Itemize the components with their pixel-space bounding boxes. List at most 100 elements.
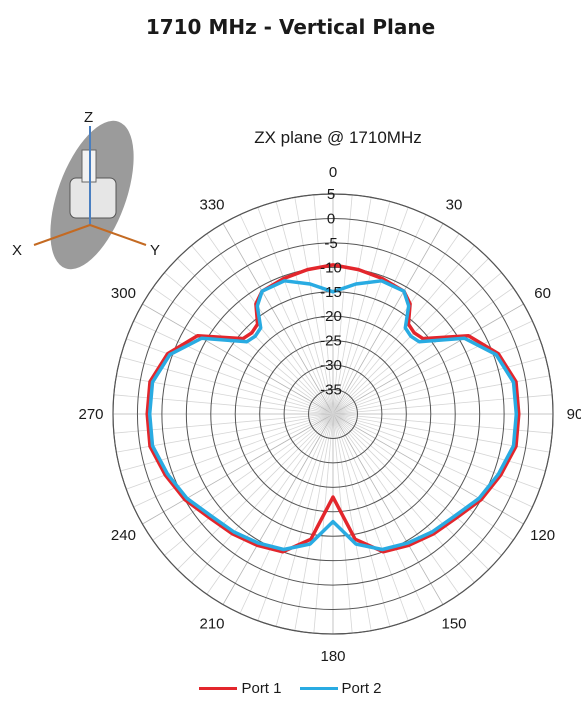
spoke-line xyxy=(275,201,334,415)
spoke-line xyxy=(332,413,409,621)
ring-2 xyxy=(161,242,505,586)
spoke-line xyxy=(332,272,502,415)
spoke-line xyxy=(257,413,334,621)
ring-0 xyxy=(112,193,554,635)
ring-5 xyxy=(234,315,432,513)
spoke-line xyxy=(332,413,475,583)
angle-tick-label: 120 xyxy=(530,527,555,544)
ring-3 xyxy=(185,266,481,562)
spoke-line xyxy=(126,338,334,415)
series-layer xyxy=(145,263,521,554)
spoke-line xyxy=(120,356,334,415)
series-line-1 xyxy=(145,263,521,554)
legend-swatch-port-2 xyxy=(299,687,338,690)
antenna-orientation-icon: Z X Y xyxy=(12,109,160,270)
radial-tick-label: -25 xyxy=(320,333,342,350)
angle-tick-label: 90 xyxy=(567,406,581,423)
spoke-line xyxy=(275,413,334,627)
spoke-line xyxy=(332,201,391,415)
spoke-line xyxy=(332,413,540,490)
spoke-line xyxy=(222,413,334,605)
spoke-line xyxy=(332,413,546,472)
spoke-line xyxy=(332,287,514,415)
spoke-line xyxy=(191,413,334,583)
inset-axis-y-label: Y xyxy=(150,242,160,259)
spoke-line xyxy=(332,223,444,415)
spoke-line xyxy=(142,413,334,525)
spoke-line xyxy=(313,194,334,415)
spoke-line xyxy=(332,320,533,415)
spoke-line xyxy=(332,413,489,570)
spoke-line xyxy=(332,413,524,525)
page-title: 1710 MHz - Vertical Plane xyxy=(145,15,436,39)
spoke-line xyxy=(332,356,546,415)
spoke-line xyxy=(142,303,334,415)
spoke-line xyxy=(332,413,427,614)
spoke-line xyxy=(152,413,334,541)
spoke-line xyxy=(332,214,427,415)
spoke-line xyxy=(164,413,334,556)
spoke-line xyxy=(332,245,475,415)
ring-1 xyxy=(136,217,530,611)
spoke-line xyxy=(126,413,334,490)
spoke-line xyxy=(177,413,334,570)
spoke-line xyxy=(332,207,409,415)
spoke-line xyxy=(239,413,334,614)
spoke-line xyxy=(120,413,334,472)
series-line-2 xyxy=(147,279,519,552)
angle-tick-label: 180 xyxy=(320,648,345,665)
spoke-line xyxy=(332,233,460,415)
ring-8 xyxy=(308,389,358,439)
spoke-line xyxy=(332,413,353,634)
spoke-line xyxy=(332,197,372,415)
angle-tick-label: 240 xyxy=(111,527,136,544)
angle-tick-label: 270 xyxy=(78,406,103,423)
spoke-line xyxy=(206,413,334,595)
spoke-line xyxy=(133,320,334,415)
spoke-line xyxy=(332,413,533,508)
radial-tick-label: -30 xyxy=(320,357,342,374)
spoke-line xyxy=(294,413,334,631)
spoke-line xyxy=(332,194,353,415)
spoke-line xyxy=(332,413,514,541)
angle-tick-label: 30 xyxy=(446,196,463,213)
ring-7 xyxy=(283,364,383,464)
spoke-line xyxy=(191,245,334,415)
legend-swatch-port-1 xyxy=(199,687,238,690)
spoke-line xyxy=(164,272,334,415)
radial-tick-label: -15 xyxy=(320,284,342,301)
inset-axis-x-label: X xyxy=(12,242,22,259)
inset-axis-z-label: Z xyxy=(84,109,93,126)
spoke-line xyxy=(332,413,502,556)
ring-6 xyxy=(259,340,407,488)
chart-title: ZX plane @ 1710MHz xyxy=(254,128,422,147)
spoke-line xyxy=(332,413,391,627)
spoke-line xyxy=(313,413,334,634)
radial-tick-label: 0 xyxy=(327,210,335,227)
legend-item-port-2: Port 2 xyxy=(299,680,382,697)
angle-tick-label: 300 xyxy=(111,285,136,302)
legend-item-port-1: Port 1 xyxy=(199,680,282,697)
spoke-line xyxy=(332,303,524,415)
spoke-line xyxy=(332,413,460,595)
radial-tick-label: -20 xyxy=(320,308,342,325)
angle-tick-label: 330 xyxy=(199,196,224,213)
angle-tick-label: 210 xyxy=(199,616,224,633)
radial-tick-label: -5 xyxy=(324,235,337,252)
legend: Port 1 Port 2 xyxy=(0,680,581,697)
radial-tick-label: 5 xyxy=(327,186,335,203)
angle-tick-label: 150 xyxy=(441,616,466,633)
spoke-line xyxy=(332,338,540,415)
spoke-line xyxy=(206,233,334,415)
radial-tick-label: -10 xyxy=(320,259,342,276)
spoke-line xyxy=(332,413,444,605)
angle-tick-label: 0 xyxy=(329,164,337,181)
spoke-line xyxy=(239,214,334,415)
label-layer: 5 0 -5 -10 -15 -20 -25 -30 -35 0 30 60 90 120 150 180 21… xyxy=(78,164,581,665)
spoke-line xyxy=(332,413,372,631)
spoke-line xyxy=(222,223,334,415)
spoke-line xyxy=(133,413,334,508)
legend-label-port-2: Port 2 xyxy=(341,680,382,697)
spoke-line xyxy=(294,197,334,415)
